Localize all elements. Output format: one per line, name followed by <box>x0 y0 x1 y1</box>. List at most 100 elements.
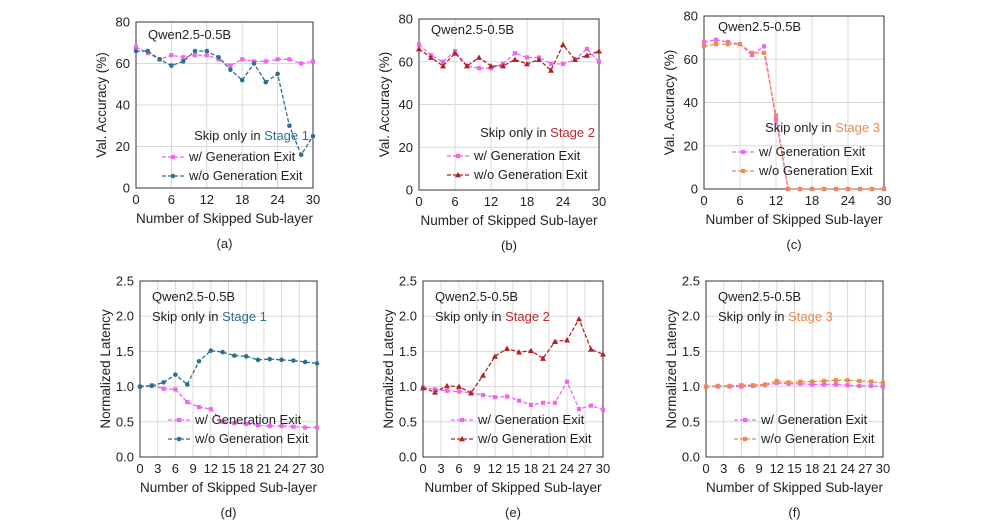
data-point-1-5 <box>192 48 198 54</box>
series-line <box>139 384 317 429</box>
y-tick-label: 0 <box>691 182 698 197</box>
chart-panel-c: 0 20 40 60 80 0 6 12 18 24 30 Number of Skipped Sub… <box>662 9 891 253</box>
panel-caption: (b) <box>501 238 517 253</box>
data-point-0-15 <box>596 59 602 64</box>
stage-note: Skip only in Stage 2 <box>435 309 550 324</box>
legend-entry: w/ Generation Exit <box>732 144 866 159</box>
x-tick-label: 24 <box>270 192 284 207</box>
legend-entry: w/o Generation Exit <box>447 167 588 182</box>
x-tick-label: 27 <box>578 461 592 476</box>
chart-panel-b: 0 20 40 60 80 0 6 12 18 24 30 Number of Skipped Sub… <box>377 12 606 254</box>
x-tick-label: 6 <box>736 193 743 208</box>
panel-caption: (d) <box>221 505 237 520</box>
legend-label: w/ Generation Exit <box>188 149 296 164</box>
data-point-0-13 <box>291 424 296 429</box>
data-point-0-7 <box>220 419 225 424</box>
data-point-0-4 <box>185 399 190 405</box>
x-tick-label: 3 <box>437 461 444 476</box>
data-point-1-1 <box>713 42 719 47</box>
x-tick-label: 12 <box>484 194 498 209</box>
x-tick-label: 6 <box>451 194 458 209</box>
x-tick-label: 9 <box>755 461 762 476</box>
y-tick-label: 0.5 <box>116 414 134 429</box>
y-tick-label: 0.0 <box>116 450 134 465</box>
data-point-0-11 <box>833 382 838 387</box>
data-point-1-2 <box>161 380 166 385</box>
data-point-1-2 <box>440 63 446 69</box>
data-point-1-6 <box>208 348 214 353</box>
plot-frame <box>135 21 314 189</box>
legend-entry: w/o Generation Exit <box>451 431 592 446</box>
x-tick-label: 18 <box>235 192 249 207</box>
data-point-0-13 <box>857 383 862 388</box>
data-point-1-10 <box>255 357 261 363</box>
series-without-generation-exit <box>416 41 602 73</box>
x-tick-label: 27 <box>292 461 306 476</box>
y-tick-label: 0 <box>406 183 413 198</box>
data-point-1-8 <box>232 353 237 358</box>
data-point-1-15 <box>596 48 602 54</box>
model-title: Qwen2.5-0.5B <box>435 289 518 304</box>
data-point-1-1 <box>145 48 151 54</box>
data-point-0-12 <box>845 383 850 388</box>
data-point-1-15 <box>881 186 887 192</box>
data-point-0-10 <box>821 382 827 387</box>
x-tick-label: 30 <box>877 193 891 208</box>
stage-note: Skip only in Stage 1 <box>194 128 309 143</box>
series-line <box>418 43 600 72</box>
data-point-0-6 <box>208 407 213 412</box>
data-point-0-9 <box>528 402 534 408</box>
data-point-1-11 <box>552 338 558 344</box>
legend-entry: w/ Generation Exit <box>447 148 581 163</box>
data-point-0-3 <box>173 387 178 392</box>
series-without-generation-exit <box>137 348 320 389</box>
y-tick-label: 20 <box>116 139 130 154</box>
stage-note-stage: Stage 1 <box>264 128 309 143</box>
data-point-0-2 <box>725 39 731 45</box>
data-point-0-8 <box>228 63 233 68</box>
data-point-1-10 <box>540 355 546 361</box>
data-point-1-7 <box>500 63 506 69</box>
panel-caption: (c) <box>786 237 801 252</box>
y-tick-label: 40 <box>399 97 413 112</box>
stage-note: Skip only in Stage 1 <box>152 309 267 324</box>
x-axis-label: Number of Skipped Sub-layer <box>706 480 884 495</box>
data-point-1-13 <box>291 358 296 363</box>
data-point-1-3 <box>173 372 178 377</box>
x-tick-label: 30 <box>876 461 890 476</box>
data-point-1-11 <box>833 378 838 383</box>
data-point-1-8 <box>516 349 522 355</box>
panel-caption: (a) <box>217 236 233 251</box>
series-line <box>422 317 604 394</box>
data-point-1-3 <box>452 50 458 56</box>
stage-note-prefix: Skip only in <box>435 309 505 324</box>
legend-entry: w/ Generation Exit <box>168 412 302 427</box>
series-line <box>139 350 318 388</box>
data-point-0-10 <box>540 400 546 405</box>
y-axis-label: Val. Accuracy (%) <box>662 50 677 156</box>
data-point-0-15 <box>310 59 316 64</box>
y-tick-label: 1.0 <box>116 379 134 394</box>
x-tick-label: 18 <box>520 194 534 209</box>
data-point-1-8 <box>512 56 518 63</box>
y-tick-label: 1.5 <box>682 344 700 359</box>
legend-entry: w/o Generation Exit <box>162 168 303 183</box>
data-point-1-3 <box>169 63 174 68</box>
y-tick-label: 60 <box>399 54 413 69</box>
x-tick-label: 12 <box>770 461 784 476</box>
data-point-1-7 <box>504 345 510 351</box>
data-point-0-5 <box>480 392 486 398</box>
data-point-1-3 <box>737 42 743 47</box>
data-point-1-2 <box>727 383 732 388</box>
data-point-1-0 <box>701 44 707 49</box>
data-point-1-7 <box>786 380 791 385</box>
series-without-generation-exit <box>701 42 887 192</box>
data-point-0-8 <box>512 51 518 56</box>
y-tick-label: 2.0 <box>116 309 134 324</box>
stage-note-prefix: Skip only in <box>194 128 264 143</box>
data-point-1-12 <box>845 186 851 192</box>
data-point-1-15 <box>314 361 320 366</box>
y-tick-label: 1.0 <box>682 379 700 394</box>
data-point-1-4 <box>184 382 190 387</box>
y-tick-label: 40 <box>116 98 130 113</box>
